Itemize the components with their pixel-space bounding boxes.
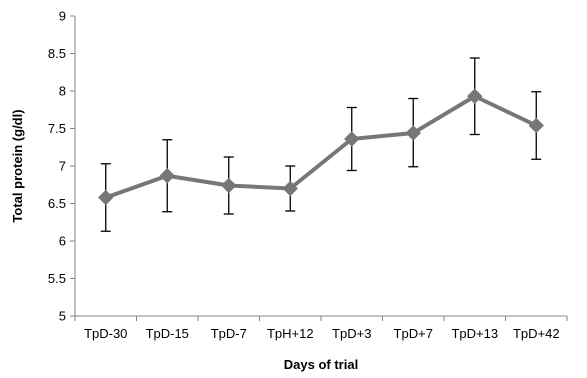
y-tick-label: 6.5	[48, 196, 66, 211]
series-line-path	[105, 94, 538, 200]
series-line	[105, 94, 538, 200]
data-point-marker	[159, 168, 175, 184]
y-axis: 5 5.5 6 6.5 7 7.5 8 8.5 9	[48, 9, 76, 324]
data-point-marker	[405, 125, 421, 141]
y-tick-label: 7.5	[48, 121, 66, 136]
y-tick-label: 7	[59, 159, 66, 174]
x-axis: TpD-30 TpD-15 TpD-7 TpH+12 TpD+3 TpD+7 TpD+13 T…	[74, 315, 568, 341]
x-axis-title: Days of trial	[284, 357, 358, 372]
x-tick-label: TpD+42	[513, 326, 560, 341]
x-tick-label: TpD+3	[332, 326, 371, 341]
data-point-marker	[467, 88, 483, 104]
data-point-marker	[98, 189, 114, 206]
x-tick-label: TpD+7	[394, 326, 433, 341]
error-bars	[100, 57, 542, 232]
y-tick-label: 8.5	[48, 46, 66, 61]
data-point-marker	[221, 177, 237, 194]
x-tick-label: TpD-15	[146, 326, 189, 341]
y-tick-label: 8	[59, 84, 66, 99]
data-markers	[98, 88, 544, 206]
y-tick-label: 9	[59, 9, 66, 24]
data-point-marker	[528, 117, 544, 134]
data-point-marker	[282, 180, 298, 197]
y-tick-label: 5.5	[48, 271, 66, 286]
y-tick-label: 6	[59, 234, 66, 249]
x-tick-label: TpD-7	[211, 326, 247, 341]
x-tick-label: TpD+13	[451, 326, 498, 341]
x-tick-label: TpD-30	[84, 326, 127, 341]
y-axis-title: Total protein (g/dl)	[10, 109, 25, 222]
x-tick-label: TpH+12	[267, 326, 314, 341]
data-point-marker	[344, 131, 360, 147]
y-tick-label: 5	[59, 309, 66, 324]
